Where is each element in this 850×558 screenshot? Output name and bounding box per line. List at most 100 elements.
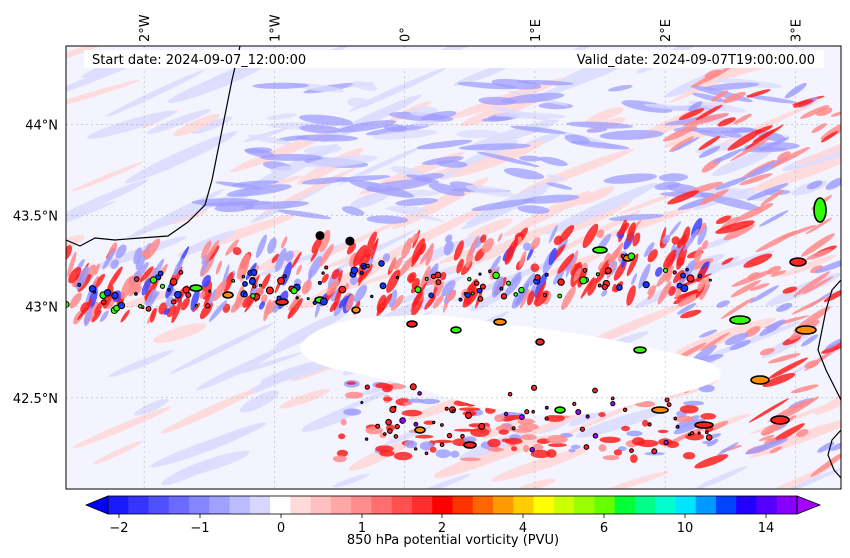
colorbar-segment <box>432 496 453 514</box>
pv-streak <box>671 137 700 152</box>
latitude-tick-label: 42.5°N <box>13 392 58 407</box>
pv-streak <box>734 203 774 222</box>
pv-streak <box>173 114 220 137</box>
pv-streak <box>662 125 698 142</box>
pv-wave <box>456 258 464 274</box>
pv-wave <box>84 306 93 327</box>
pv-maximum <box>675 424 680 429</box>
pv-wave <box>613 449 623 456</box>
pv-streak <box>768 357 808 379</box>
pv-wave <box>338 295 349 309</box>
pv-streak <box>585 107 624 125</box>
pv-streak <box>517 79 574 86</box>
pv-streak <box>348 440 410 471</box>
pv-wave <box>230 296 245 313</box>
pv-wave <box>429 446 437 453</box>
pv-wave <box>215 260 223 275</box>
colorbar-segment <box>634 496 656 514</box>
pv-wave <box>173 258 184 276</box>
pv-streak <box>347 97 371 108</box>
pv-wave <box>643 242 655 258</box>
pv-maximum <box>642 281 650 289</box>
pv-wave <box>135 253 146 271</box>
pv-wave <box>212 280 227 302</box>
pv-wave <box>384 384 394 390</box>
pv-streak <box>729 340 751 351</box>
pv-maximum <box>503 411 509 417</box>
pv-streak <box>337 120 397 133</box>
pv-wave <box>200 240 212 259</box>
pv-wave <box>504 275 522 297</box>
pv-maximum <box>182 286 190 294</box>
pv-streak <box>301 408 357 432</box>
pv-maximum <box>686 274 695 283</box>
pv-field <box>66 46 841 489</box>
pv-streak <box>66 201 116 232</box>
pv-maximum <box>500 293 508 300</box>
latitude-tick-label: 44°N <box>25 118 58 133</box>
pv-wave <box>618 222 630 236</box>
colorbar-segment <box>411 496 433 514</box>
pv-maximum <box>529 447 535 453</box>
pv-wave <box>180 297 190 311</box>
pv-maximum <box>688 433 691 437</box>
pv-wave <box>340 418 347 426</box>
pv-streak <box>586 127 608 133</box>
colorbar-segment <box>513 496 534 514</box>
pv-wave <box>203 291 212 307</box>
pv-wave <box>443 240 454 256</box>
pv-maximum <box>651 448 658 455</box>
pv-streak <box>694 454 729 469</box>
pv-streak <box>575 406 668 438</box>
pv-wave <box>697 224 708 246</box>
pv-streak <box>495 112 566 120</box>
pv-streak <box>712 148 774 177</box>
pv-streak <box>825 337 841 350</box>
pv-streak <box>245 327 328 365</box>
pv-maximum <box>557 278 565 286</box>
pv-streak <box>829 441 841 451</box>
colorbar-segment <box>189 496 210 514</box>
longitude-tick-label: 2°E <box>659 19 674 42</box>
pv-wave <box>626 222 636 242</box>
pv-streak <box>398 473 471 489</box>
colorbar-segment <box>371 496 393 514</box>
pv-streak <box>133 398 169 416</box>
pv-wave <box>69 292 82 309</box>
pv-wave <box>607 246 621 265</box>
pv-streak <box>341 206 365 216</box>
pv-maximum <box>697 431 701 435</box>
pv-streak <box>699 332 730 352</box>
pv-wave <box>333 287 342 311</box>
pv-streak <box>366 215 409 224</box>
colorbar-segment <box>249 496 271 514</box>
pv-streak <box>169 322 275 374</box>
pv-streak <box>707 187 750 200</box>
pv-wave <box>102 249 115 270</box>
colorbar-segment <box>391 496 413 514</box>
pv-maximum <box>604 267 612 275</box>
pv-maximum <box>616 284 623 291</box>
pv-maximum <box>705 434 713 441</box>
pv-streak <box>279 388 330 409</box>
pv-streak <box>746 183 789 201</box>
pv-streak <box>810 449 841 477</box>
pv-maximum <box>241 274 246 279</box>
pv-maximum <box>511 426 516 431</box>
pv-streak <box>71 162 143 192</box>
pv-wave <box>676 256 685 267</box>
pv-wave <box>642 419 649 427</box>
pv-maximum <box>393 434 399 439</box>
pv-wave <box>94 263 100 276</box>
pv-streak <box>519 155 542 162</box>
pv-maximum <box>370 294 374 299</box>
pv-streak <box>654 181 681 191</box>
pv-wave <box>693 246 703 265</box>
pv-wave <box>663 249 677 269</box>
pv-wave <box>281 236 288 249</box>
pv-wave <box>287 298 303 319</box>
colorbar-tick-label: −1 <box>190 521 209 536</box>
pv-streak <box>348 67 447 112</box>
pv-wave <box>107 266 123 289</box>
pv-maximum <box>795 325 817 335</box>
